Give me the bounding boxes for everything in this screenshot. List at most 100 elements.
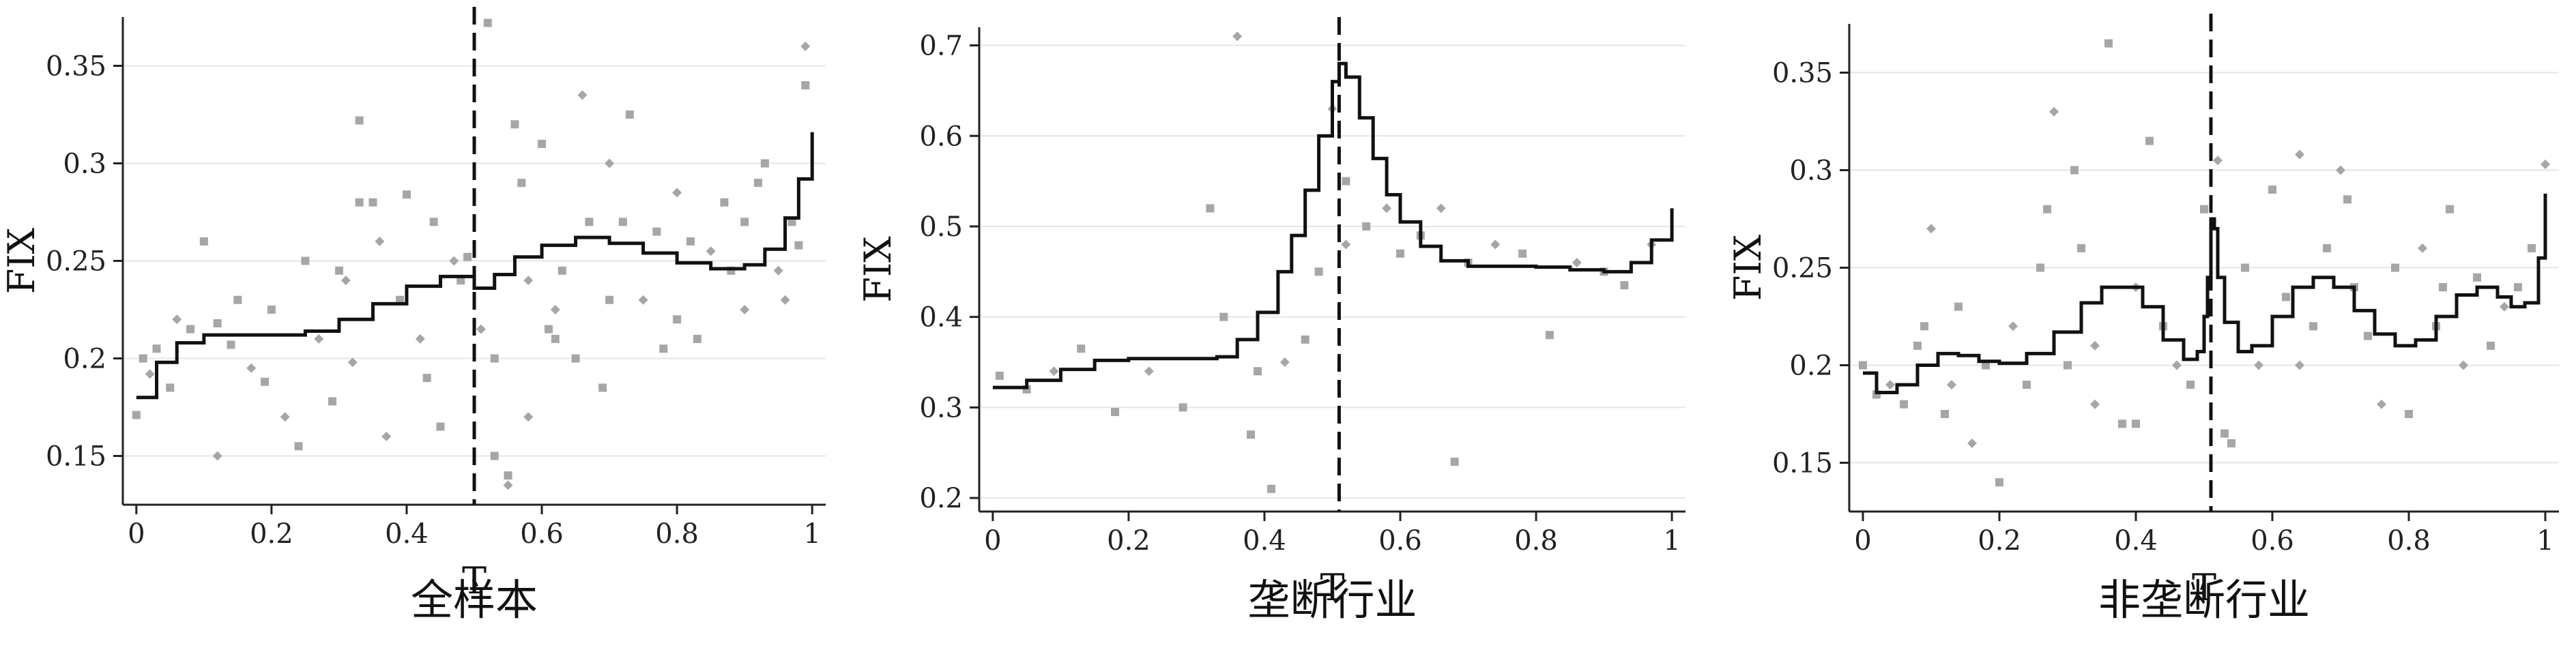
- x-tick-label: 1: [1663, 525, 1680, 557]
- data-point: [1954, 302, 1963, 311]
- data-point: [341, 276, 351, 286]
- x-tick-label: 0.2: [250, 518, 293, 550]
- data-point: [638, 295, 648, 305]
- data-point: [490, 354, 499, 363]
- x-tick-label: 0.4: [385, 518, 429, 550]
- data-point: [693, 334, 701, 343]
- data-point: [334, 266, 343, 275]
- data-point: [1382, 203, 1392, 213]
- data-point: [2254, 360, 2263, 370]
- data-point: [347, 357, 358, 368]
- x-tick-label: 0.8: [2387, 525, 2431, 557]
- x-tick-label: 0: [1854, 525, 1871, 557]
- data-point: [2336, 165, 2345, 175]
- data-point: [2064, 361, 2072, 370]
- data-point: [2377, 399, 2386, 409]
- data-point: [328, 397, 337, 406]
- y-tick-label: 0.15: [1772, 448, 1833, 479]
- data-point: [1436, 203, 1446, 213]
- data-point: [2036, 263, 2044, 272]
- data-point: [551, 334, 560, 343]
- data-point: [2323, 243, 2331, 252]
- data-point: [510, 120, 519, 129]
- y-axis-label: FIX: [856, 236, 899, 303]
- y-tick-label: 0.3: [63, 149, 106, 180]
- data-point: [375, 236, 385, 246]
- data-point: [773, 265, 783, 276]
- data-point: [2446, 205, 2454, 213]
- data-point: [2023, 381, 2031, 389]
- data-point: [449, 256, 459, 266]
- data-point: [517, 179, 526, 188]
- data-point: [2132, 419, 2140, 428]
- y-tick-label: 0.4: [919, 302, 963, 334]
- data-point: [2268, 186, 2276, 194]
- x-tick-label: 0: [984, 525, 1001, 557]
- y-tick-label: 0.35: [46, 51, 106, 83]
- data-point: [152, 344, 161, 353]
- data-point: [577, 90, 588, 100]
- data-point: [2459, 360, 2468, 370]
- data-point: [504, 471, 512, 480]
- data-point: [132, 411, 141, 419]
- data-point: [2364, 331, 2372, 340]
- data-point: [2541, 159, 2550, 169]
- y-tick-label: 0.35: [1772, 58, 1833, 89]
- data-point: [618, 218, 627, 226]
- data-point: [659, 344, 668, 353]
- data-point: [1450, 458, 1459, 467]
- caption-full-sample: 全样本: [410, 575, 538, 625]
- data-point: [1219, 312, 1228, 321]
- data-point: [503, 480, 513, 490]
- y-tick-label: 0.5: [919, 211, 963, 243]
- data-point: [186, 325, 195, 334]
- data-point: [780, 295, 790, 305]
- y-tick-label: 0.2: [919, 483, 963, 514]
- y-axis-label: FIX: [0, 227, 43, 294]
- data-point: [1859, 361, 1867, 370]
- data-point: [2528, 243, 2536, 252]
- data-point: [672, 188, 682, 198]
- data-point: [212, 451, 222, 461]
- x-tick-label: 0.6: [1378, 525, 1422, 557]
- data-point: [1077, 344, 1086, 353]
- data-point: [1572, 258, 1582, 268]
- data-point: [2473, 273, 2481, 282]
- data-point: [1254, 367, 1262, 376]
- data-point: [625, 110, 634, 119]
- fit-line: [992, 61, 1674, 389]
- data-point: [355, 116, 364, 125]
- data-point: [402, 190, 411, 199]
- data-point: [301, 256, 310, 265]
- data-point: [2500, 301, 2509, 312]
- data-point: [1049, 366, 1059, 376]
- data-point: [523, 412, 534, 422]
- x-tick-label: 0.2: [1978, 525, 2021, 557]
- data-point: [673, 315, 682, 324]
- data-point: [1111, 408, 1120, 417]
- data-point: [2049, 106, 2059, 117]
- data-point: [794, 241, 803, 250]
- data-point: [523, 276, 534, 286]
- data-point: [1267, 484, 1275, 493]
- data-point: [800, 41, 811, 51]
- data-point: [429, 218, 438, 226]
- data-point: [1941, 410, 1949, 418]
- data-point: [1490, 239, 1501, 250]
- data-point: [246, 363, 257, 373]
- data-point: [558, 266, 566, 275]
- y-tick-label: 0.3: [1789, 156, 1833, 187]
- data-point: [1301, 335, 1309, 344]
- data-point: [2295, 149, 2304, 160]
- data-point: [2220, 429, 2229, 438]
- x-axis-label: T: [1320, 566, 1344, 609]
- data-point: [1545, 331, 1554, 340]
- data-point: [233, 295, 242, 304]
- x-tick-label: 0.4: [2114, 525, 2158, 557]
- data-point: [1314, 267, 1323, 276]
- data-point: [490, 452, 499, 460]
- data-point: [2309, 322, 2317, 331]
- data-point: [652, 227, 661, 236]
- y-tick-label: 0.25: [1772, 253, 1833, 284]
- data-point: [1206, 204, 1215, 213]
